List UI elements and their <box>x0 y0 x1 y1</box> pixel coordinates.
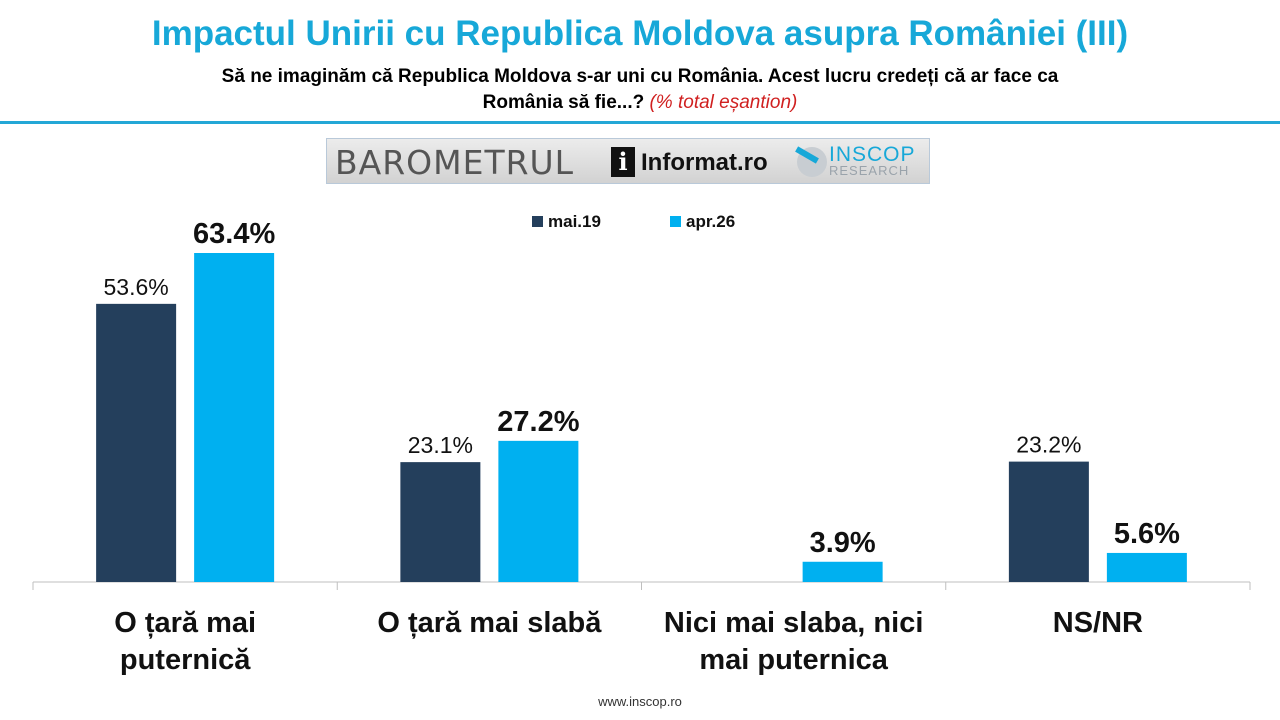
bar-apr-26-4 <box>1106 552 1187 582</box>
data-label-apr-26-2: 27.2% <box>497 406 579 438</box>
data-label-mai-19-1: 53.6% <box>104 274 169 300</box>
inscop-logo-text: INSCOP <box>829 143 916 166</box>
bar-apr-26-1 <box>194 253 275 582</box>
inscop-logo-icon <box>797 147 827 177</box>
informat-logo-text: Informat.ro <box>641 149 768 176</box>
inscop-research-text: RESEARCH <box>829 163 910 178</box>
data-label-apr-26-3: 3.9% <box>810 527 876 559</box>
question-line-1: Să ne imaginăm că Republica Moldova s-ar… <box>221 66 1059 87</box>
bar-apr-26-3 <box>802 561 883 582</box>
category-label-2: O țară mai slabă <box>377 607 602 639</box>
legend-swatch-apr-26 <box>670 216 681 227</box>
bar-mai-19-1 <box>96 303 177 582</box>
bar-mai-19-4 <box>1008 461 1089 582</box>
informat-logo-icon: i <box>611 147 635 177</box>
data-label-apr-26-4: 5.6% <box>1114 518 1180 550</box>
barometrul-logo-text: BAROMETRUL <box>335 143 575 182</box>
header-divider <box>0 121 1280 124</box>
data-label-mai-19-4: 23.2% <box>1016 432 1081 458</box>
legend-swatch-mai-19 <box>532 216 543 227</box>
question-line-2: România să fie...? <box>482 92 645 113</box>
bar-mai-19-2 <box>400 462 481 582</box>
category-label-1: O țară mai <box>114 607 256 639</box>
legend-label-apr-26: apr.26 <box>686 212 735 231</box>
legend-label-mai-19: mai.19 <box>548 212 601 231</box>
category-label-1: puternică <box>120 644 251 676</box>
category-label-3: Nici mai slaba, nici <box>664 607 924 639</box>
category-label-3: mai puternica <box>699 644 888 676</box>
data-label-mai-19-2: 23.1% <box>408 432 473 458</box>
survey-question: Să ne imaginăm că Republica Moldova s-ar… <box>60 64 1220 116</box>
data-label-apr-26-1: 63.4% <box>193 218 275 250</box>
sponsor-banner: BAROMETRUL i Informat.ro INSCOP RESEARCH <box>326 138 930 184</box>
category-label-4: NS/NR <box>1053 607 1143 639</box>
chart-title: Impactul Unirii cu Republica Moldova asu… <box>151 14 1129 53</box>
bar-apr-26-2 <box>498 440 579 582</box>
footer-url: www.inscop.ro <box>598 694 682 709</box>
sample-note: (% total eșantion) <box>649 92 798 113</box>
